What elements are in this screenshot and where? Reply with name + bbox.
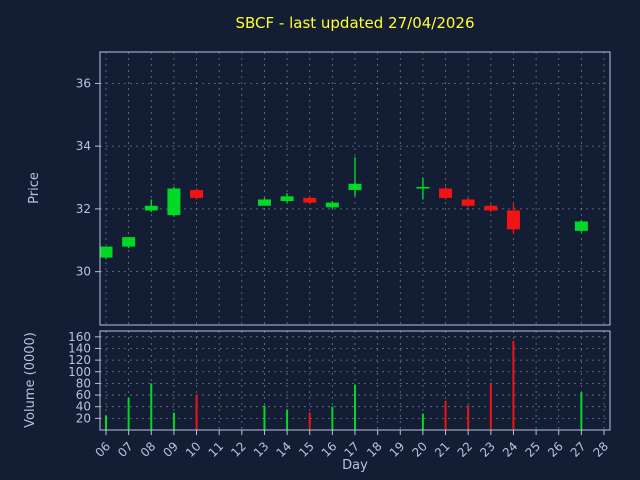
candle-body-22 [461,199,475,206]
price-tick-label: 36 [76,76,91,90]
candle-body-27 [574,221,588,231]
candle-body-21 [439,188,453,198]
volume-bars [105,340,583,430]
candle-body-08 [144,205,158,211]
price-tick-label: 32 [76,202,91,216]
candle-body-07 [122,237,136,247]
volume-tick-label: 80 [76,376,91,390]
candle-body-20 [416,186,430,189]
chart-title: SBCF - last updated 27/04/2026 [235,14,474,32]
candle-body-10 [190,190,204,198]
x-axis-label: Day [342,458,368,473]
candle-body-15 [303,197,317,203]
price-panel-border [99,51,611,326]
candle-body-17 [348,183,362,191]
volume-tick-label: 100 [68,365,91,379]
candle-body-23 [484,205,498,211]
volume-tick-label: 20 [76,411,91,425]
gridlines [100,52,610,430]
volume-axis-label: Volume (0000) [23,332,38,428]
candle-body-09 [167,188,181,216]
price-tick-label: 30 [76,265,91,279]
price-tick-label: 34 [76,139,91,153]
candle-body-24 [506,210,520,230]
candles [99,157,588,260]
volume-tick-label: 120 [68,353,91,367]
price-axis-label: Price [27,172,42,204]
volume-tick-label: 140 [68,341,91,355]
volume-tick-label: 60 [76,388,91,402]
candle-body-14 [280,196,294,202]
candle-body-13 [257,199,271,206]
candle-body-06 [99,246,113,258]
volume-tick-label: 160 [68,330,91,344]
volume-tick-label: 40 [76,400,91,414]
candle-body-16 [325,202,339,208]
